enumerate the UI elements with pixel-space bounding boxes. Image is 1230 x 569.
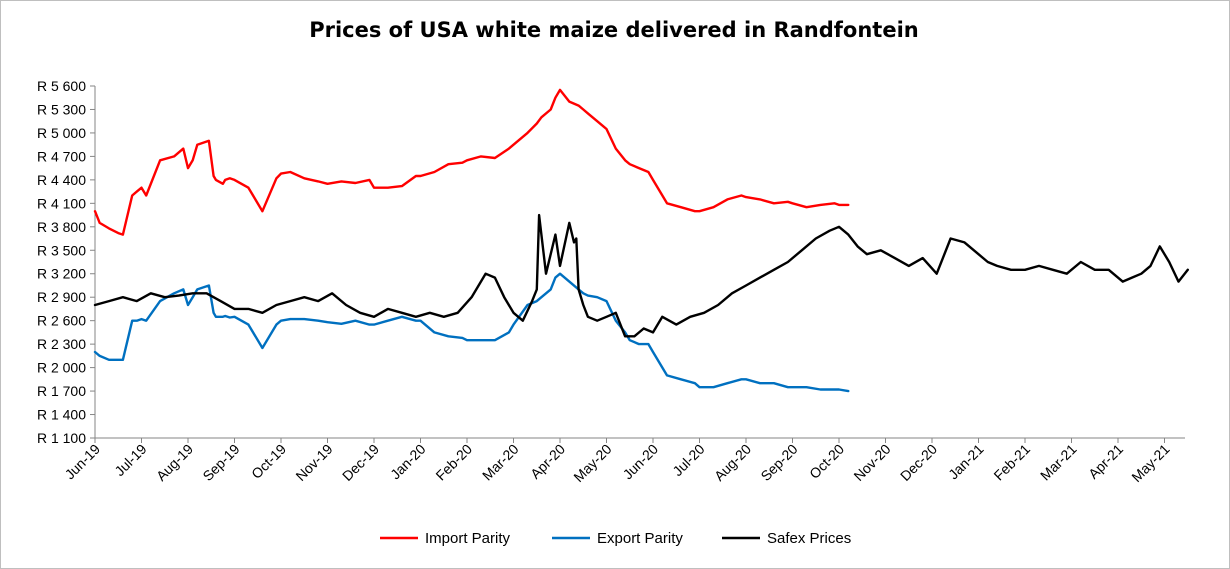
y-tick-labels: R 1 100 R 1 400 R 1 700 R 2 000 R 2 300 R 2 6… bbox=[37, 78, 86, 446]
legend-label-export-parity: Export Parity bbox=[597, 530, 683, 547]
x-tick-label: Sep-20 bbox=[757, 441, 800, 484]
y-tick-label: R 3 500 bbox=[37, 242, 86, 258]
x-tick-label: Jul-20 bbox=[669, 441, 707, 479]
y-tick-label: R 5 300 bbox=[37, 101, 86, 117]
x-tick-label: Dec-20 bbox=[897, 441, 940, 484]
x-tick-label: Nov-19 bbox=[292, 441, 335, 484]
x-tick-label: Apr-21 bbox=[1085, 441, 1126, 482]
x-tick-label: Dec-19 bbox=[339, 441, 382, 484]
y-tick-label: R 3 800 bbox=[37, 219, 86, 235]
series-lines bbox=[93, 88, 1190, 393]
x-tick-label: Jan-20 bbox=[387, 441, 429, 483]
x-tick-labels: Jun-19 Jul-19 Aug-19 Sep-19 Oct-19 Nov-19 Dec-… bbox=[62, 441, 1173, 485]
legend-label-import-parity: Import Parity bbox=[425, 530, 511, 547]
y-tick-label: R 2 900 bbox=[37, 289, 86, 305]
x-tick-label: Aug-19 bbox=[153, 441, 196, 484]
x-tick-label: Oct-19 bbox=[248, 441, 289, 482]
y-tick-label: R 3 200 bbox=[37, 266, 86, 282]
x-tick-label: Jan-21 bbox=[945, 441, 987, 483]
x-tick-label: Oct-20 bbox=[806, 441, 847, 482]
y-tick-label: R 4 100 bbox=[37, 195, 86, 211]
y-tick-label: R 4 700 bbox=[37, 148, 86, 164]
chart-title: Prices of USA white maize delivered in R… bbox=[309, 18, 919, 42]
axes bbox=[90, 85, 1185, 443]
y-tick-label: R 5 600 bbox=[37, 78, 86, 94]
series-line-export-parity bbox=[93, 272, 850, 393]
x-tick-label: Apr-20 bbox=[527, 441, 568, 482]
x-tick-label: May-20 bbox=[570, 441, 614, 485]
x-tick-label: Mar-21 bbox=[1037, 441, 1080, 484]
series-line-safex-prices bbox=[93, 213, 1190, 338]
y-tick-label: R 4 400 bbox=[37, 172, 86, 188]
x-tick-label: Feb-21 bbox=[990, 441, 1033, 484]
x-tick-label: Sep-19 bbox=[199, 441, 242, 484]
x-tick-label: Nov-20 bbox=[850, 441, 893, 484]
y-tick-label: R 2 600 bbox=[37, 313, 86, 329]
y-tick-label: R 1 400 bbox=[37, 407, 86, 423]
x-tick-label: Jul-19 bbox=[111, 441, 149, 479]
series-line-import-parity bbox=[93, 88, 850, 236]
y-tick-label: R 1 100 bbox=[37, 430, 86, 446]
x-tick-label: Aug-20 bbox=[711, 441, 754, 484]
x-tick-label: Jun-20 bbox=[620, 441, 662, 483]
y-tick-label: R 1 700 bbox=[37, 383, 86, 399]
x-tick-label: Jun-19 bbox=[62, 441, 104, 483]
x-tick-label: Feb-20 bbox=[432, 441, 475, 484]
legend-label-safex-prices: Safex Prices bbox=[767, 530, 851, 547]
x-tick-label: May-21 bbox=[1128, 441, 1172, 485]
y-tick-label: R 2 000 bbox=[37, 360, 86, 376]
y-tick-label: R 2 300 bbox=[37, 336, 86, 352]
x-tick-label: Mar-20 bbox=[479, 441, 522, 484]
legend: Import Parity Export Parity Safex Prices bbox=[380, 530, 851, 547]
y-tick-label: R 5 000 bbox=[37, 125, 86, 141]
